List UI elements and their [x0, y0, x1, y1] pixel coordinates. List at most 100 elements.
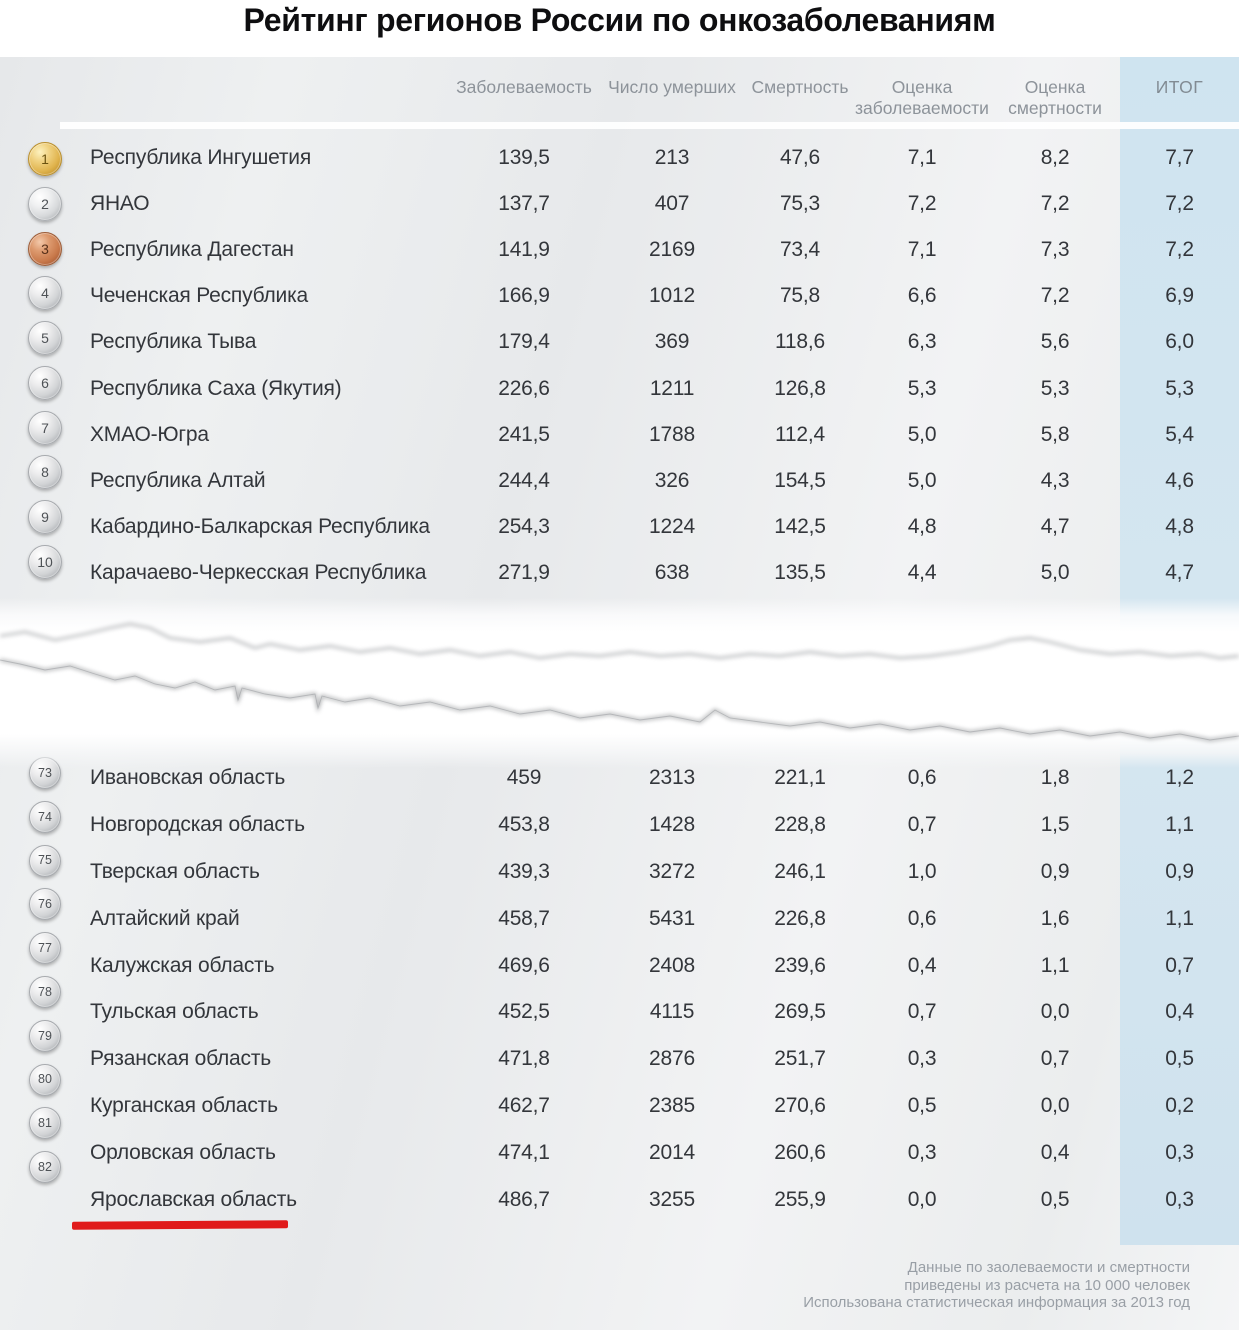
value-incidence: 254,3: [498, 514, 550, 538]
value-score-mortality: 0,0: [1040, 1093, 1070, 1117]
value-score-mortality: 1,8: [1040, 766, 1070, 790]
value-incidence: 179,4: [498, 330, 550, 354]
value-total: 0,3: [1165, 1187, 1194, 1211]
value-score-mortality: 1,5: [1040, 813, 1070, 837]
rank-badge: 9: [28, 500, 62, 535]
region-name: Республика Дагестан: [90, 238, 294, 262]
value-score-mortality: 0,7: [1040, 1047, 1070, 1071]
value-deaths: 638: [654, 560, 690, 584]
value-mortality: 255,9: [774, 1187, 826, 1211]
table-row: Республика Ингушетия 139,5 213 47,6 7,1 …: [0, 135, 1239, 181]
value-deaths: 326: [654, 468, 690, 492]
value-incidence: 474,1: [498, 1140, 550, 1164]
value-score-mortality: 0,0: [1040, 1000, 1070, 1024]
table-row: Орловская область 474,1 2014 260,6 0,3 0…: [0, 1129, 1239, 1176]
value-total: 0,4: [1165, 1000, 1194, 1024]
region-name: ЯНАО: [90, 192, 150, 216]
region-name: Республика Тыва: [90, 330, 257, 354]
column-header-total: ИТОГ: [1155, 77, 1204, 97]
value-total: 1,2: [1165, 766, 1194, 790]
table-row: Республика Алтай 244,4 326 154,5 5,0 4,3…: [0, 458, 1239, 504]
value-mortality: 75,8: [779, 284, 821, 308]
rank-badge: 1: [28, 142, 62, 176]
value-incidence: 452,5: [498, 1000, 550, 1024]
rank-badge: 4: [28, 276, 62, 311]
region-name: Карачаево-Черкесская Республика: [90, 560, 427, 584]
value-deaths: 1224: [649, 514, 695, 538]
value-mortality: 269,5: [774, 1000, 826, 1024]
value-deaths: 1428: [649, 813, 695, 837]
value-score-mortality: 4,3: [1040, 468, 1070, 492]
header-separator: [60, 122, 1239, 129]
value-score-incidence: 0,7: [907, 1000, 937, 1024]
value-score-incidence: 0,7: [907, 813, 937, 837]
value-mortality: 260,6: [774, 1140, 826, 1164]
value-mortality: 246,1: [774, 859, 826, 883]
value-total: 0,9: [1165, 859, 1194, 883]
value-total: 1,1: [1165, 906, 1194, 930]
table-row: ХМАО-Югра 241,5 1788 112,4 5,0 5,8 5,4: [0, 412, 1239, 458]
region-name: Тульская область: [90, 1000, 259, 1024]
value-score-mortality: 0,5: [1040, 1187, 1070, 1211]
table-row: Тульская область 452,5 4115 269,5 0,7 0,…: [0, 989, 1239, 1036]
value-score-mortality: 5,0: [1040, 560, 1070, 584]
rank-badge: 74: [29, 800, 61, 833]
value-deaths: 1211: [649, 376, 695, 400]
value-total: 0,3: [1165, 1140, 1194, 1164]
rank-badge: 8: [28, 455, 62, 490]
rank-badge: 5: [28, 321, 62, 356]
table-row: Карачаево-Черкесская Республика 271,9 63…: [0, 550, 1239, 596]
value-score-incidence: 6,3: [907, 330, 937, 354]
table-row: Рязанская область 471,8 2876 251,7 0,3 0…: [0, 1036, 1239, 1083]
region-name: Республика Алтай: [90, 468, 266, 492]
value-deaths: 1012: [649, 284, 695, 308]
value-score-incidence: 4,4: [907, 560, 937, 584]
value-incidence: 462,7: [498, 1093, 550, 1117]
value-deaths: 213: [654, 146, 690, 170]
value-mortality: 112,4: [775, 422, 825, 446]
value-score-incidence: 6,6: [907, 284, 937, 308]
value-mortality: 221,1: [774, 766, 826, 790]
value-incidence: 244,4: [498, 468, 550, 492]
value-deaths: 2876: [649, 1047, 695, 1071]
value-deaths: 369: [654, 330, 690, 354]
highlight-underline: [71, 1220, 289, 1230]
value-score-mortality: 7,2: [1040, 192, 1070, 216]
region-name: Чеченская Республика: [90, 284, 308, 308]
column-header-mortality: Смертность: [751, 77, 849, 97]
value-score-incidence: 0,6: [907, 906, 937, 930]
value-deaths: 2014: [649, 1140, 695, 1164]
value-mortality: 135,5: [774, 560, 826, 584]
region-name: Новгородская область: [90, 813, 305, 837]
region-name: Ярославская область: [90, 1187, 297, 1211]
column-header-score-incidence: Оценка заболеваемости: [855, 77, 989, 118]
top-rows-section: Республика Ингушетия 139,5 213 47,6 7,1 …: [0, 135, 1239, 597]
value-mortality: 154,5: [774, 468, 826, 492]
value-incidence: 453,8: [498, 813, 550, 837]
rank-badge: 78: [29, 976, 61, 1008]
value-score-mortality: 1,6: [1040, 906, 1070, 930]
column-header-incidence: Заболеваемость: [456, 77, 592, 97]
value-incidence: 459: [506, 766, 542, 790]
value-score-mortality: 1,1: [1040, 953, 1070, 977]
footnote-line-1: Данные по заолеваемости и смертности: [907, 1259, 1190, 1276]
value-mortality: 251,7: [774, 1047, 826, 1071]
value-score-mortality: 7,3: [1040, 238, 1070, 262]
value-score-mortality: 4,7: [1040, 514, 1070, 538]
region-name: Тверская область: [90, 859, 260, 883]
value-total: 0,2: [1165, 1093, 1194, 1117]
value-deaths: 2408: [649, 953, 695, 977]
value-deaths: 2169: [649, 238, 695, 262]
value-total: 1,1: [1165, 813, 1194, 837]
rank-badge: 2: [28, 186, 62, 221]
footnote: Данные по заолеваемости и смертности при…: [803, 1259, 1190, 1312]
table-row: Чеченская Республика 166,9 1012 75,8 6,6…: [0, 273, 1239, 319]
value-incidence: 141,9: [498, 238, 550, 262]
value-score-incidence: 0,0: [907, 1187, 937, 1211]
value-mortality: 75,3: [779, 192, 821, 216]
table-row: Кабардино-Балкарская Республика 254,3 12…: [0, 504, 1239, 550]
value-mortality: 228,8: [774, 813, 826, 837]
value-total: 7,7: [1165, 146, 1194, 170]
value-total: 0,7: [1165, 953, 1194, 977]
region-name: Кабардино-Балкарская Республика: [90, 514, 430, 538]
